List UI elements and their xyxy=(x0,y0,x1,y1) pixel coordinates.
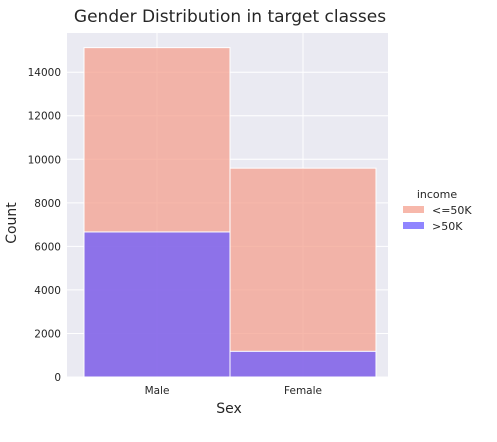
y-tick-label: 8000 xyxy=(34,198,61,210)
x-axis-label: Sex xyxy=(216,401,242,417)
legend-swatch xyxy=(403,206,424,213)
y-axis-label: Count xyxy=(4,202,20,244)
y-tick-label: 14000 xyxy=(28,67,61,79)
legend-label: <=50K xyxy=(432,204,472,217)
legend-label: >50K xyxy=(432,220,463,233)
bar-gt50k-female xyxy=(230,351,376,377)
y-tick-label: 2000 xyxy=(34,328,61,340)
y-axis: 0 2000 4000 6000 8000 10000 12000 14000 xyxy=(28,67,61,384)
y-tick-label: 12000 xyxy=(28,111,61,123)
y-tick-label: 0 xyxy=(54,372,61,384)
bar-le50k-female xyxy=(230,168,376,377)
x-axis: Male Female xyxy=(145,385,322,397)
chart-title: Gender Distribution in target classes xyxy=(74,7,386,27)
legend: income <=50K >50K xyxy=(403,188,472,233)
x-tick-label: Female xyxy=(284,385,322,397)
bar-gt50k-male xyxy=(84,232,230,377)
y-tick-label: 10000 xyxy=(28,154,61,166)
y-tick-label: 6000 xyxy=(34,241,61,253)
legend-swatch xyxy=(403,222,424,229)
y-tick-label: 4000 xyxy=(34,285,61,297)
legend-title: income xyxy=(417,188,458,201)
x-tick-label: Male xyxy=(145,385,170,397)
